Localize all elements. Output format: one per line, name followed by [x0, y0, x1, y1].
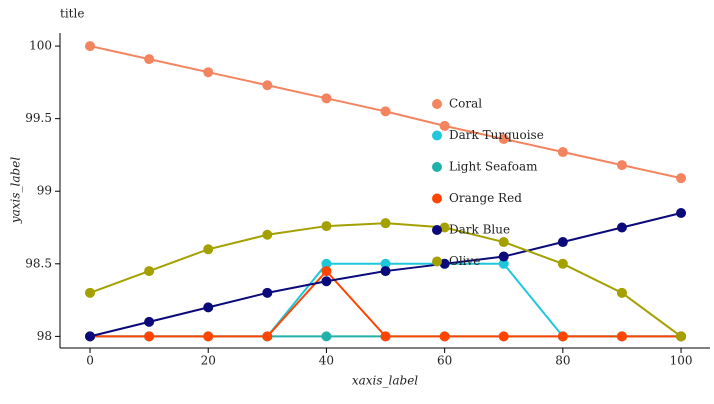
- point: [262, 229, 273, 240]
- point: [676, 173, 687, 184]
- legend-label: Light Seafoam: [449, 160, 538, 174]
- point: [616, 160, 627, 171]
- legend-marker: [432, 130, 442, 141]
- legend-marker: [432, 193, 442, 204]
- point: [203, 302, 214, 313]
- x-tick-label: 0: [86, 354, 94, 368]
- x-tick-label: 60: [437, 354, 452, 368]
- point: [380, 106, 391, 117]
- point: [439, 222, 450, 233]
- point: [85, 41, 96, 52]
- chart-title: title: [60, 7, 84, 21]
- point: [616, 287, 627, 298]
- point: [498, 237, 509, 248]
- point: [439, 120, 450, 131]
- y-axis-label: yaxis_label: [9, 157, 23, 224]
- y-tick-label: 99.5: [25, 111, 52, 125]
- legend-label: Coral: [449, 97, 482, 111]
- point: [144, 331, 155, 342]
- y-tick-label: 99: [37, 184, 52, 198]
- series-line: [89, 222, 682, 338]
- point: [203, 67, 214, 78]
- point: [616, 222, 627, 233]
- legend-marker: [432, 225, 442, 235]
- point: [321, 331, 332, 342]
- point: [321, 276, 332, 287]
- x-axis-label: xaxis_label: [352, 374, 418, 388]
- legend-marker: [432, 256, 442, 267]
- legend-label: Dark Blue: [449, 223, 510, 237]
- point: [498, 258, 509, 269]
- legend-marker: [432, 99, 442, 109]
- point: [676, 331, 687, 342]
- x-tick-label: 20: [201, 354, 216, 368]
- point: [380, 266, 391, 277]
- point: [498, 133, 509, 144]
- point: [498, 251, 509, 262]
- point: [262, 287, 273, 298]
- x-tick-label: 80: [555, 354, 570, 368]
- y-tick-label: 98.5: [25, 256, 52, 270]
- point: [616, 331, 627, 342]
- point: [321, 221, 332, 232]
- legend-marker: [432, 162, 442, 172]
- legend-label: Olive: [449, 254, 480, 268]
- point: [85, 331, 96, 342]
- point: [262, 331, 273, 342]
- point: [203, 244, 214, 255]
- x-tick-label: 40: [319, 354, 334, 368]
- y-tick-label: 100: [29, 39, 52, 53]
- point: [498, 331, 509, 342]
- point: [85, 287, 96, 298]
- series-line: [90, 269, 682, 338]
- point: [557, 258, 568, 269]
- point: [557, 237, 568, 248]
- point: [439, 331, 450, 342]
- point: [557, 331, 568, 342]
- point: [321, 93, 332, 104]
- y-tick-label: 98: [37, 329, 52, 343]
- point: [380, 218, 391, 229]
- point: [380, 258, 391, 269]
- point: [262, 80, 273, 91]
- legend-label: Dark Turquoise: [449, 128, 544, 142]
- x-tick-label: 100: [670, 354, 693, 368]
- point: [144, 54, 155, 65]
- point: [676, 208, 687, 218]
- point: [557, 147, 568, 158]
- point: [439, 258, 450, 269]
- point: [321, 258, 332, 269]
- point: [321, 266, 332, 277]
- point: [380, 331, 391, 342]
- point: [203, 331, 214, 342]
- point: [144, 316, 155, 327]
- legend-label: Orange Red: [449, 191, 522, 205]
- point: [144, 266, 155, 277]
